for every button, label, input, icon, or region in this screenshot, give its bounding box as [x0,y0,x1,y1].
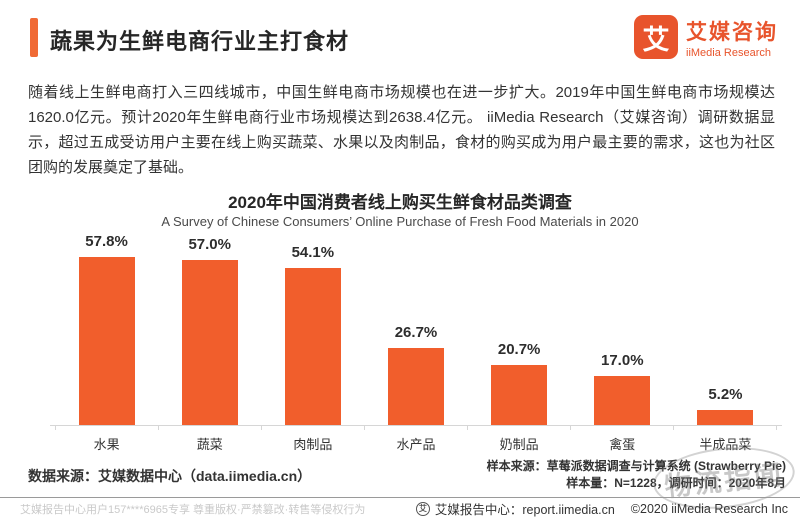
bar-column: 57.0% [158,236,261,425]
category-label: 水果 [93,437,120,452]
axis-tick [673,425,674,430]
category-label: 半成品菜 [699,437,752,452]
chart-title: 2020年中国消费者线上购买生鲜食材品类调查 [228,193,572,212]
bar [78,257,135,425]
sample-notes: 样本来源：草莓派数据调查与计算系统 (Strawberry Pie) 样本量：N… [487,458,786,492]
bar-column: 5.2% [674,386,777,425]
axis-tick [467,425,468,430]
logo-name-en: iiMedia Research [686,46,771,59]
bar [697,410,754,425]
bar-value-label: 57.8% [85,233,128,250]
bar [181,260,238,425]
bar-column: 57.8% [55,233,158,425]
axis-tick [776,425,777,430]
axis-ticks [55,425,777,430]
bar-value-label: 54.1% [291,244,335,261]
footer-right: 艾 艾媒报告中心：report.iimedia.cn ©2020 iiMedia… [415,499,788,518]
footer-user-watermark: 艾媒报告中心用户157****6965专享 尊重版权·严禁篡改·转售等侵权行为 [20,503,366,516]
bar-value-label: 57.0% [188,236,231,253]
category-label: 禽蛋 [609,437,636,452]
logo-name-cn: 艾媒咨询 [686,20,778,44]
bar [491,365,548,425]
iimedia-badge-icon: 艾 [415,501,430,516]
logo-text: 艾媒咨询 iiMedia Research [686,16,778,59]
bar [594,376,651,425]
sample-source-note: 样本来源：草莓派数据调查与计算系统 (Strawberry Pie) [486,459,786,473]
bar-column: 54.1% [261,244,364,425]
bar-chart-categories: 水果 蔬菜 肉制品 水产品 奶制品 禽蛋 半成品菜 [55,434,777,453]
category-label: 蔬菜 [196,437,223,452]
sample-size-note: 样本量：N=1228，调研时间：2020年8月 [566,476,786,490]
category-label: 水产品 [396,437,436,452]
chart-subtitle: A Survey of Chinese Consumers’ Online Pu… [161,214,639,229]
bar-column: 20.7% [468,341,571,425]
axis-tick [570,425,571,430]
bar [284,268,341,425]
bar-value-label: 5.2% [708,386,743,403]
axis-tick [261,425,262,430]
intro-paragraph: 随着线上生鲜电商打入三四线城市，中国生鲜电商市场规模也在进一步扩大。2019年中… [28,84,775,176]
bar-column: 17.0% [571,352,674,425]
bar-column: 26.7% [364,324,467,425]
bar-value-label: 20.7% [497,341,541,358]
footer-report-link[interactable]: 艾媒报告中心：report.iimedia.cn [434,503,615,517]
bar-value-label: 26.7% [394,324,438,341]
bar-chart: 57.8% 57.0% 54.1% 26.7% 20.7% 17.0% 5.2% [55,233,777,425]
bar [387,348,444,425]
x-axis-line [50,425,782,426]
iimedia-logo-icon: 艾 [634,15,678,59]
category-label: 奶制品 [499,437,539,452]
title-accent-bar [30,18,38,57]
header: 蔬果为生鲜电商行业主打食材 艾 艾媒咨询 iiMedia Research [0,0,800,72]
footer: 艾媒报告中心用户157****6965专享 尊重版权·严禁篡改·转售等侵权行为 … [0,497,800,519]
footer-copyright: ©2020 iiMedia Research Inc [630,501,788,516]
data-source-note: 数据来源：艾媒数据中心（data.iimedia.cn） [28,468,312,484]
page-title: 蔬果为生鲜电商行业主打食材 [50,29,350,54]
axis-tick [158,425,159,430]
iimedia-logo: 艾 艾媒咨询 iiMedia Research [634,15,778,59]
category-label: 肉制品 [293,437,333,452]
bar-value-label: 17.0% [601,352,644,369]
axis-tick [55,425,56,430]
axis-tick [364,425,365,430]
